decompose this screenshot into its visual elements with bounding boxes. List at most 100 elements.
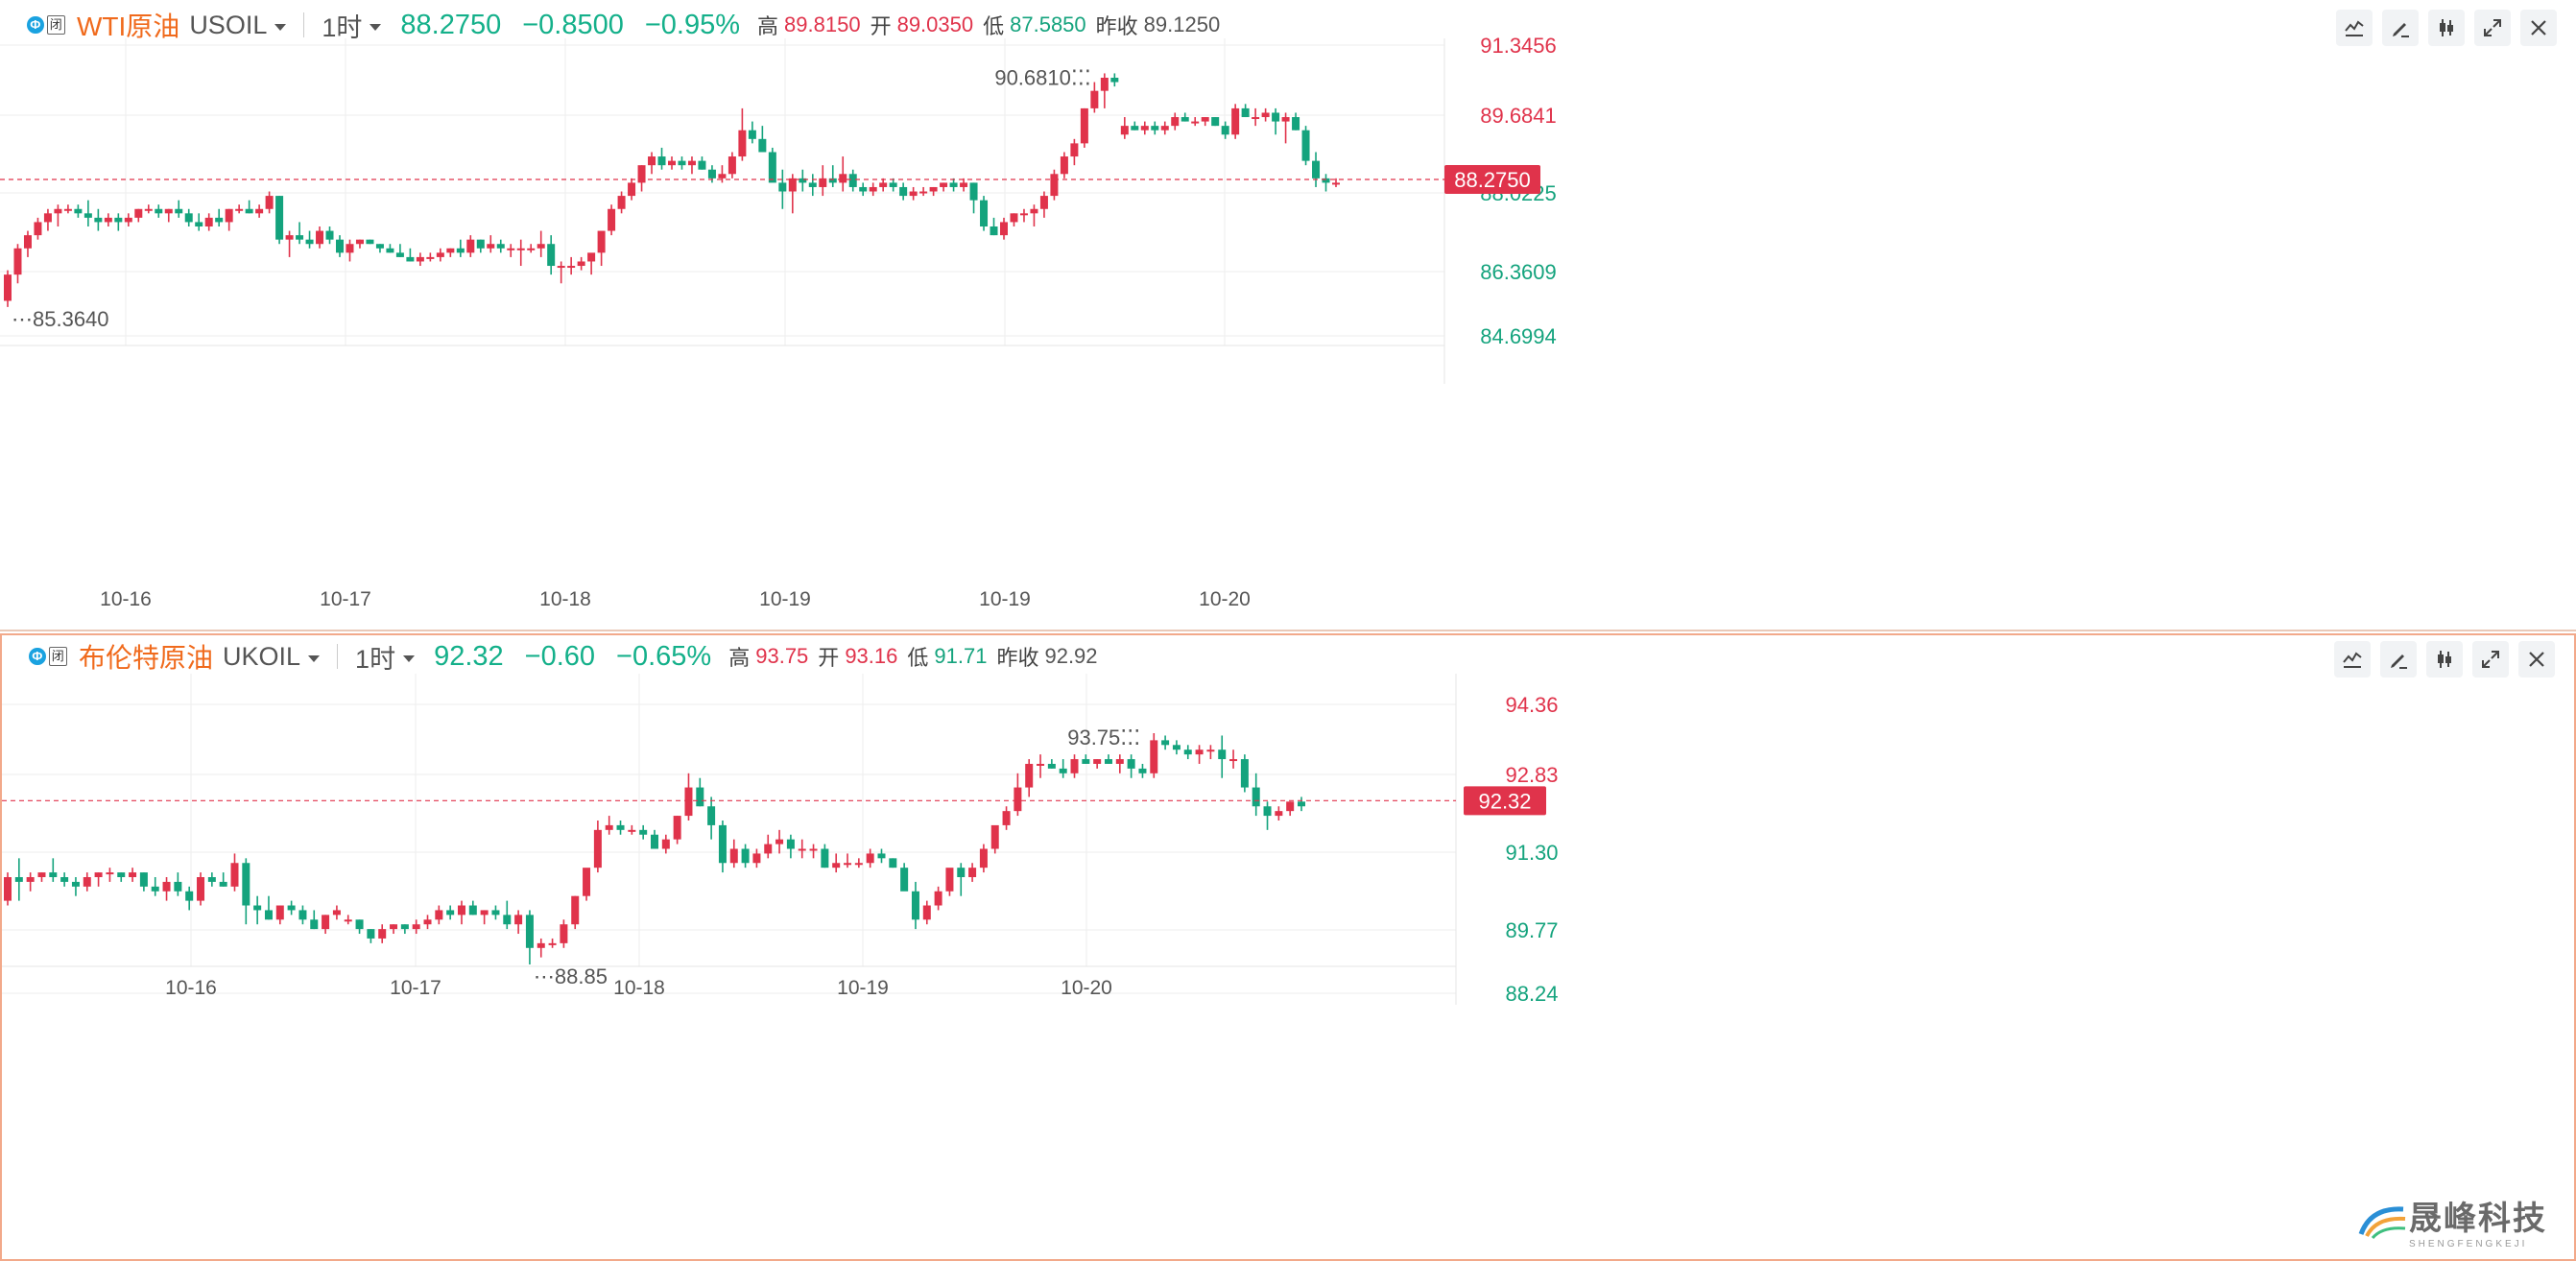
candle[interactable] (934, 886, 942, 911)
candle[interactable] (748, 121, 756, 144)
candle[interactable] (848, 169, 857, 192)
indicator-icon[interactable] (2334, 641, 2371, 678)
candle[interactable] (990, 824, 999, 854)
candle[interactable] (144, 204, 153, 214)
candle[interactable] (577, 256, 585, 271)
candle[interactable] (560, 919, 568, 948)
candle[interactable] (34, 217, 42, 240)
candle[interactable] (74, 204, 83, 218)
candle[interactable] (395, 244, 404, 257)
candle[interactable] (648, 152, 656, 175)
candle[interactable] (322, 915, 330, 935)
candle[interactable] (718, 820, 727, 873)
candle[interactable] (741, 844, 750, 868)
candle[interactable] (1272, 107, 1280, 135)
candle[interactable] (945, 868, 954, 896)
candle[interactable] (332, 905, 341, 920)
candle[interactable] (567, 256, 576, 275)
candle[interactable] (583, 868, 591, 901)
candle[interactable] (245, 200, 253, 214)
candle[interactable] (968, 863, 977, 882)
candle[interactable] (1039, 191, 1048, 218)
candle[interactable] (909, 186, 918, 201)
candle[interactable] (1206, 745, 1215, 760)
candle[interactable] (367, 929, 375, 943)
candle[interactable] (1000, 217, 1008, 240)
symbol-code[interactable]: USOIL (189, 10, 268, 39)
candle[interactable] (764, 834, 773, 859)
draw-pen-icon[interactable] (2380, 641, 2417, 678)
candle[interactable] (1030, 204, 1038, 226)
candle[interactable] (255, 204, 264, 218)
candle[interactable] (230, 853, 239, 892)
candle[interactable] (1286, 801, 1295, 817)
candle[interactable] (661, 834, 670, 854)
candle[interactable] (696, 777, 704, 807)
candle[interactable] (808, 174, 817, 197)
candle[interactable] (587, 252, 596, 275)
candle[interactable] (1183, 745, 1192, 760)
candle[interactable] (758, 126, 767, 153)
symbol-code[interactable]: UKOIL (223, 641, 301, 671)
candle[interactable] (900, 863, 909, 892)
candle[interactable] (1241, 104, 1250, 118)
candle[interactable] (174, 872, 182, 896)
candle[interactable] (1281, 112, 1290, 144)
candle[interactable] (175, 200, 183, 218)
candle[interactable] (889, 858, 897, 868)
candle-type-icon[interactable] (2428, 10, 2465, 46)
candle[interactable] (537, 938, 545, 958)
candle[interactable] (416, 252, 424, 267)
close-icon[interactable] (2520, 10, 2557, 46)
candle[interactable] (657, 147, 666, 170)
candle[interactable] (346, 239, 354, 262)
candle[interactable] (639, 824, 648, 840)
candle[interactable] (344, 915, 352, 925)
candle[interactable] (859, 182, 868, 197)
candle[interactable] (919, 186, 928, 197)
candle[interactable] (325, 226, 334, 245)
candle[interactable] (1312, 152, 1321, 187)
candle[interactable] (548, 938, 557, 948)
candle[interactable] (547, 235, 556, 275)
candle[interactable] (1010, 213, 1018, 226)
candlestick-chart-brent[interactable]: 94.36 92.83 91.30 89.77 88.24 10-16 10-17 10-18… (2, 635, 2574, 1259)
candle[interactable] (225, 208, 233, 231)
candle[interactable] (1218, 735, 1227, 778)
candle[interactable] (1115, 754, 1124, 773)
candle[interactable] (1019, 208, 1028, 223)
candle[interactable] (1014, 773, 1022, 817)
candle[interactable] (1080, 107, 1088, 148)
candle[interactable] (617, 191, 626, 214)
candle[interactable] (786, 834, 795, 859)
candle[interactable] (63, 204, 72, 214)
candle[interactable] (253, 895, 262, 925)
candle[interactable] (718, 165, 727, 183)
candle[interactable] (828, 165, 837, 187)
candle[interactable] (727, 152, 736, 178)
candle[interactable] (798, 839, 806, 859)
period-selector[interactable]: 1时 (355, 644, 396, 674)
candle[interactable] (378, 924, 387, 943)
candle[interactable] (1160, 121, 1169, 135)
candle[interactable] (129, 868, 137, 882)
candle[interactable] (491, 905, 500, 920)
candle[interactable] (775, 829, 784, 854)
candle[interactable] (537, 230, 545, 257)
candle[interactable] (400, 924, 409, 935)
candle[interactable] (527, 244, 536, 253)
candle[interactable] (468, 900, 477, 916)
candle[interactable] (899, 182, 908, 201)
candle[interactable] (1025, 759, 1034, 797)
candle[interactable] (1037, 754, 1045, 778)
candle[interactable] (355, 239, 364, 249)
candle[interactable] (668, 156, 676, 170)
candle[interactable] (637, 165, 646, 192)
candle[interactable] (707, 165, 716, 183)
symbol-dropdown-icon[interactable] (308, 654, 321, 662)
fullscreen-icon[interactable] (2474, 10, 2511, 46)
candle[interactable] (1093, 759, 1102, 769)
candle[interactable] (507, 244, 515, 257)
candle[interactable] (457, 900, 465, 925)
candle[interactable] (1060, 152, 1068, 178)
